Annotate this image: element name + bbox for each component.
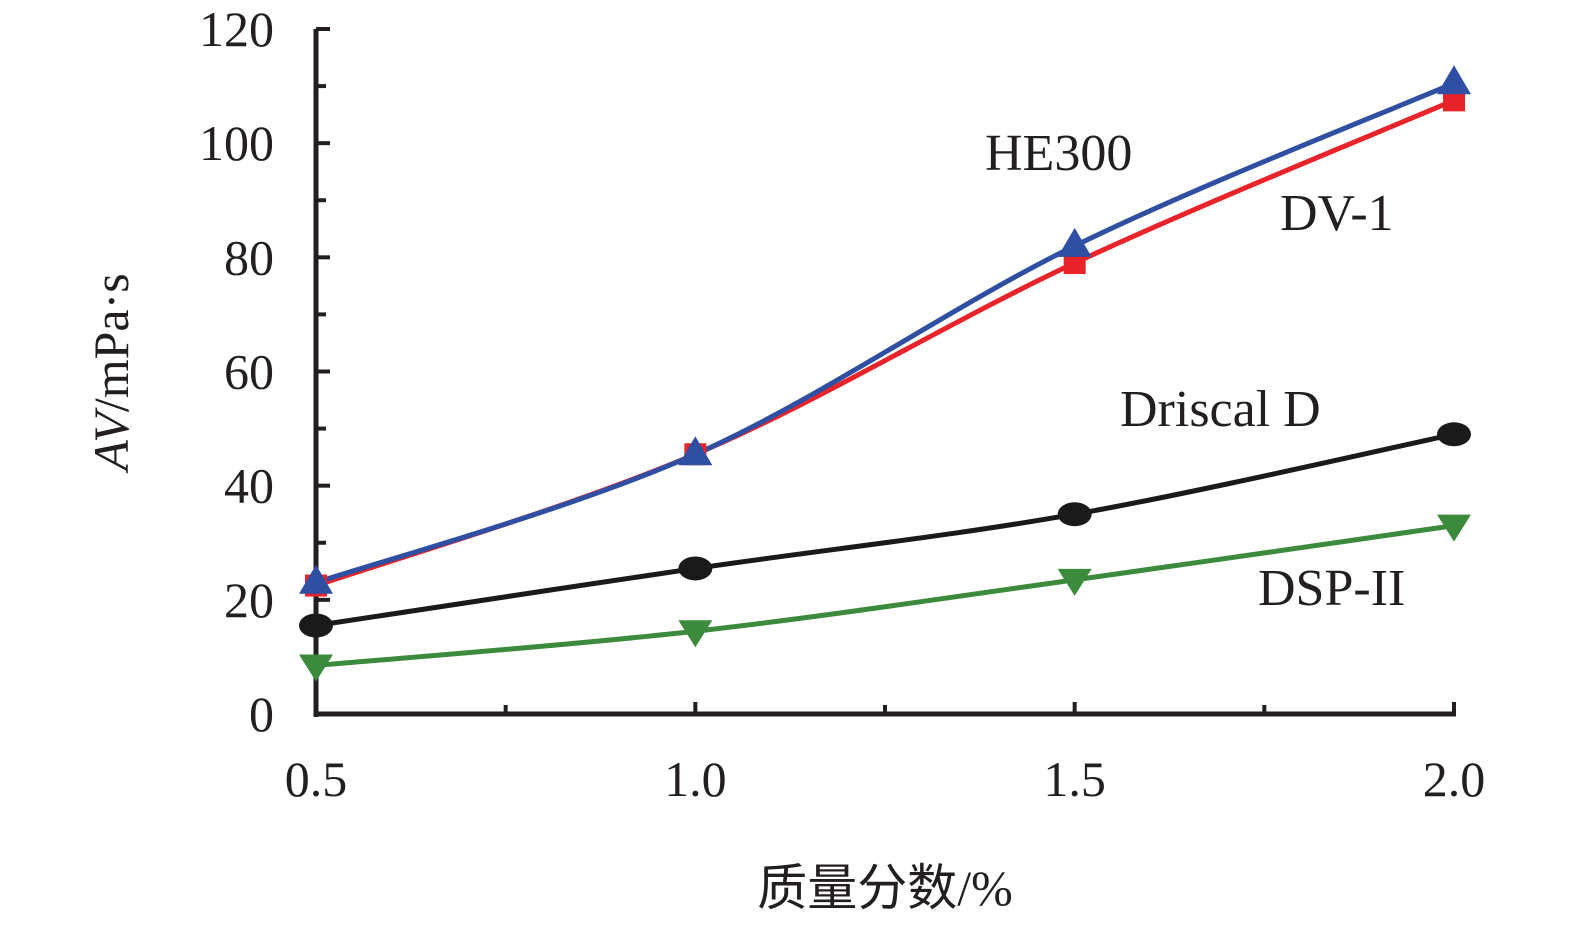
data-point-dsp-ii — [299, 654, 333, 682]
series-line-he300 — [315, 80, 1455, 586]
series-line-driscal-d — [315, 431, 1455, 628]
x-tick-label: 1.5 — [1043, 751, 1106, 807]
series-label-dsp-ii: DSP-II — [1258, 560, 1405, 617]
y-tick-label: 60 — [224, 344, 274, 400]
y-tick-label: 40 — [224, 458, 274, 514]
data-point-driscal-d — [1057, 502, 1092, 527]
data-point-dsp-ii — [1057, 568, 1092, 596]
y-tick-label: 100 — [199, 115, 274, 171]
y-axis-title: AV/mPa·s — [83, 273, 139, 474]
y-axis-title-rest: /mPa·s — [83, 273, 139, 412]
series-markers — [299, 65, 1471, 682]
x-axis-title: 质量分数/% — [757, 860, 1013, 916]
series-label-driscal-d: Driscal D — [1120, 381, 1321, 438]
data-point-driscal-d — [1437, 422, 1471, 447]
series-label-dv-1: DV-1 — [1280, 185, 1394, 242]
y-tick-label: 80 — [224, 229, 274, 285]
data-point-dsp-ii — [678, 620, 713, 648]
x-tick-label: 0.5 — [285, 751, 348, 807]
x-tick-label: 2.0 — [1423, 751, 1486, 807]
series-line-dv-1 — [315, 98, 1455, 588]
axes: 0 20 40 60 80 100 120 0.5 1.0 1.5 2.0 — [199, 1, 1485, 807]
series-lines — [315, 80, 1455, 668]
data-point-he300 — [1057, 227, 1092, 257]
data-point-he300 — [678, 436, 713, 466]
data-point-dv-1 — [1443, 89, 1465, 112]
y-tick-label: 0 — [249, 686, 274, 742]
data-point-dv-1 — [1063, 252, 1086, 275]
data-point-he300 — [1437, 65, 1471, 95]
y-axis-title-italic: AV — [83, 407, 139, 474]
x-tick-label: 1.0 — [664, 751, 727, 807]
y-tick-label: 20 — [224, 572, 274, 628]
series-label-he300: HE300 — [985, 125, 1132, 182]
y-tick-label: 120 — [199, 1, 274, 57]
data-point-he300 — [299, 564, 333, 594]
data-point-driscal-d — [678, 556, 713, 581]
data-point-dsp-ii — [1437, 514, 1471, 542]
series-line-dsp-ii — [315, 523, 1455, 668]
data-point-driscal-d — [299, 613, 333, 638]
